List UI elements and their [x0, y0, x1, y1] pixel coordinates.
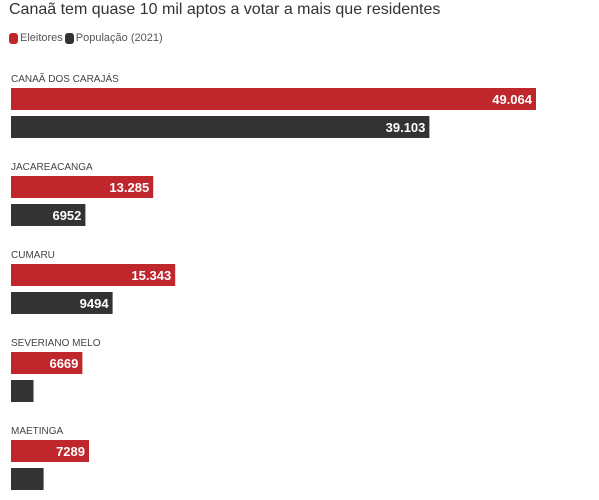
bar-value-populacao-2021-canaa-dos-carajas: 39.103 [386, 120, 426, 135]
bar-eleitores-jacareacanga[interactable] [11, 176, 154, 198]
bar-value-eleitores-cumaru: 15.343 [131, 268, 171, 283]
bar-value-eleitores-severiano-melo: 6669 [49, 356, 78, 371]
category-label-cumaru: CUMARU [11, 250, 55, 261]
legend-swatch-populacao [64, 32, 74, 44]
bar-populacao-2021-jacareacanga[interactable] [11, 204, 86, 226]
legend: Eleitores População (2021) [9, 32, 165, 44]
legend-item-eleitores[interactable]: Eleitores [9, 32, 63, 44]
bar-eleitores-canaa-dos-carajas[interactable] [11, 88, 536, 110]
bar-populacao-2021-cumaru[interactable] [11, 292, 113, 314]
category-label-canaa-dos-carajas: CANAÃ DOS CARAJÁS [11, 72, 119, 85]
bar-eleitores-severiano-melo[interactable] [11, 352, 83, 374]
legend-label-populacao: População (2021) [75, 32, 163, 44]
bar-value-populacao-2021-cumaru: 9494 [80, 296, 110, 311]
category-label-jacareacanga: JACAREACANGA [11, 162, 93, 173]
bar-value-eleitores-canaa-dos-carajas: 49.064 [492, 92, 533, 107]
category-label-maetinga: MAETINGA [11, 426, 64, 437]
bar-eleitores-maetinga[interactable] [11, 440, 89, 462]
category-label-severiano-melo: SEVERIANO MELO [11, 338, 101, 349]
bar-populacao-2021-severiano-melo[interactable] [11, 380, 34, 402]
bar-eleitores-cumaru[interactable] [11, 264, 176, 286]
legend-item-populacao[interactable]: População (2021) [64, 32, 163, 44]
bar-value-eleitores-maetinga: 7289 [56, 444, 85, 459]
bar-populacao-2021-maetinga[interactable] [11, 468, 44, 490]
bar-value-populacao-2021-jacareacanga: 6952 [52, 208, 81, 223]
legend-label-eleitores: Eleitores [20, 32, 63, 44]
bar-populacao-2021-canaa-dos-carajas[interactable] [11, 116, 430, 138]
legend-swatch-eleitores [9, 32, 18, 44]
bar-value-eleitores-jacareacanga: 13.285 [109, 180, 149, 195]
chart-title: Canaã tem quase 10 mil aptos a votar a m… [9, 1, 441, 18]
